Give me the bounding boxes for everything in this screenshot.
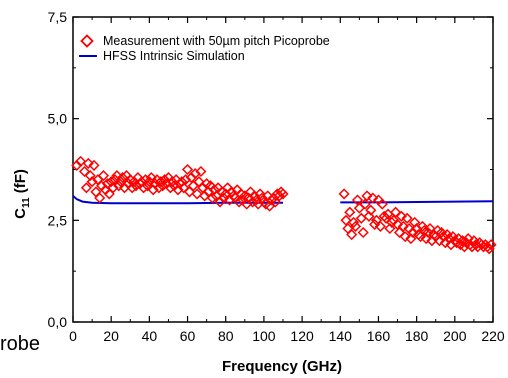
data-point-measurement: [155, 176, 167, 188]
data-point-measurement: [399, 231, 411, 243]
x-tick-label: 180: [405, 328, 429, 344]
data-point-measurement: [344, 206, 356, 218]
data-point-measurement: [363, 210, 375, 222]
data-point-measurement: [390, 206, 402, 218]
data-point-measurement: [117, 172, 129, 184]
x-tick-label: 200: [443, 328, 467, 344]
data-point-measurement: [353, 202, 365, 214]
x-tick-label: 100: [252, 328, 276, 344]
data-point-measurement: [248, 190, 260, 202]
data-point-measurement: [185, 172, 197, 184]
cropped-caption-text: robe: [0, 333, 40, 355]
data-point-measurement: [214, 196, 226, 208]
legend-label-measurement: Measurement with 50µm pitch Picoprobe: [103, 34, 330, 48]
data-point-measurement: [126, 182, 138, 194]
data-point-measurement: [397, 220, 409, 232]
data-point-measurement: [195, 165, 207, 178]
data-point-measurement: [439, 237, 451, 249]
data-point-measurement: [401, 212, 413, 224]
data-point-measurement: [246, 196, 259, 208]
data-point-measurement: [367, 192, 379, 204]
data-point-measurement: [349, 220, 362, 232]
x-tick-label: 120: [290, 328, 314, 344]
x-tick-label: 60: [180, 328, 196, 344]
data-point-measurement: [78, 165, 91, 178]
data-point-measurement: [107, 182, 119, 194]
data-point-measurement: [166, 176, 178, 188]
x-tick-label: 140: [329, 328, 353, 344]
data-point-measurement: [485, 239, 497, 251]
data-point-measurement: [147, 184, 159, 196]
data-point-measurement: [206, 192, 218, 204]
data-point-measurement: [172, 184, 184, 196]
data-point-measurement: [359, 198, 371, 210]
data-point-measurement: [340, 214, 352, 226]
y-tick-label: 2,5: [48, 212, 68, 228]
data-point-measurement: [94, 192, 106, 204]
data-point-measurement: [405, 233, 417, 245]
data-point-measurement: [338, 188, 350, 200]
data-point-measurement: [86, 176, 98, 188]
legend-label-simulation: HFSS Intrinsic Simulation: [103, 49, 245, 63]
data-point-measurement: [374, 220, 386, 232]
data-point-measurement: [199, 190, 211, 202]
data-point-measurement: [157, 180, 169, 192]
data-point-measurement: [267, 192, 280, 204]
x-tick-label: 220: [481, 328, 505, 344]
data-point-measurement: [138, 182, 150, 194]
data-point-measurement: [128, 176, 140, 188]
data-point-measurement: [346, 229, 358, 241]
data-point-measurement: [376, 198, 388, 210]
data-point-measurement: [391, 218, 404, 230]
data-point-measurement: [189, 168, 201, 180]
data-point-measurement: [191, 188, 203, 200]
x-tick-label: 0: [69, 328, 77, 344]
data-point-measurement: [420, 233, 432, 245]
data-point-measurement: [348, 216, 360, 228]
data-point-measurement: [435, 226, 448, 239]
x-tick-label: 20: [103, 328, 119, 344]
data-point-measurement: [365, 204, 377, 216]
data-point-measurement: [426, 235, 438, 247]
y-tick-label: 0,0: [48, 314, 68, 330]
x-tick-label: 80: [218, 328, 234, 344]
y-tick-label: 7,5: [48, 9, 68, 25]
data-point-measurement: [445, 239, 457, 251]
data-point-measurement: [159, 174, 171, 186]
data-point-measurement: [82, 157, 94, 169]
data-point-measurement: [361, 190, 373, 202]
plot-area: 0 20 40 60 80 100 120 140 160 180 200 220 0,0 2,5 5,0 7…: [48, 9, 505, 344]
y-tick-label: 5,0: [48, 111, 68, 127]
data-point-measurement: [395, 210, 407, 222]
data-point-measurement: [164, 182, 176, 194]
data-point-measurement: [80, 182, 92, 194]
data-point-measurement: [153, 182, 165, 194]
data-point-measurement: [277, 188, 289, 200]
data-point-measurement: [407, 226, 419, 239]
data-point-measurement: [254, 188, 266, 200]
data-point-measurement: [241, 198, 253, 210]
data-point-measurement: [97, 170, 110, 182]
data-point-measurement: [101, 178, 113, 190]
data-point-measurement: [71, 159, 83, 171]
data-point-measurement: [233, 196, 245, 208]
data-point-measurement: [178, 182, 190, 194]
data-point-measurement: [181, 163, 194, 176]
data-point-measurement: [441, 229, 453, 241]
x-axis-title: Frequency (GHz): [222, 358, 342, 375]
data-point-measurement: [416, 220, 428, 232]
data-point-measurement: [357, 226, 369, 239]
data-point-measurement: [384, 222, 396, 235]
legend-marker-measurement: [80, 34, 94, 48]
y-axis-title: C11 (fF): [12, 169, 32, 219]
legend: Measurement with 50µm pitch Picoprobe HF…: [79, 34, 330, 63]
data-point-measurement: [75, 155, 87, 167]
x-tick-label: 40: [142, 328, 158, 344]
data-point-measurement: [88, 159, 100, 171]
data-point-measurement: [180, 174, 192, 186]
x-tick-label: 160: [367, 328, 391, 344]
